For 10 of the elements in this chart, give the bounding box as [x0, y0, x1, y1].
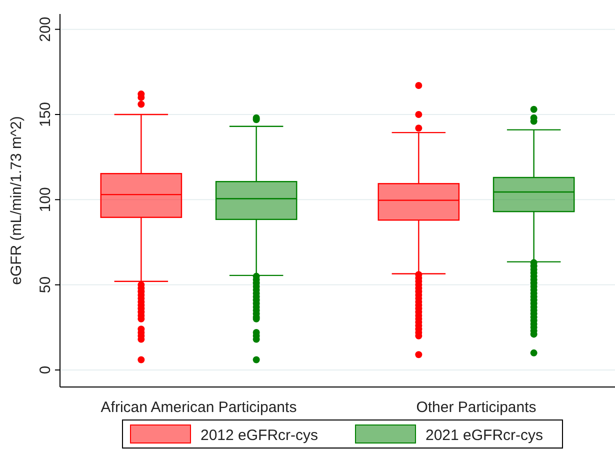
y-tick-label: 0 [37, 366, 54, 374]
y-axis-title: eGFR (mL/min/1.73 m^2) [8, 116, 25, 285]
y-tick-label: 200 [37, 16, 54, 42]
y-tick-label: 150 [37, 102, 54, 128]
x-tick-label: Other Participants [416, 399, 536, 416]
y-tick-label: 50 [37, 276, 54, 294]
legend-label: 2012 eGFRcr-cys [200, 427, 318, 444]
legend-label: 2021 eGFRcr-cys [426, 427, 544, 444]
x-tick-label: African American Participants [100, 399, 297, 416]
y-tick-label: 100 [37, 187, 54, 212]
